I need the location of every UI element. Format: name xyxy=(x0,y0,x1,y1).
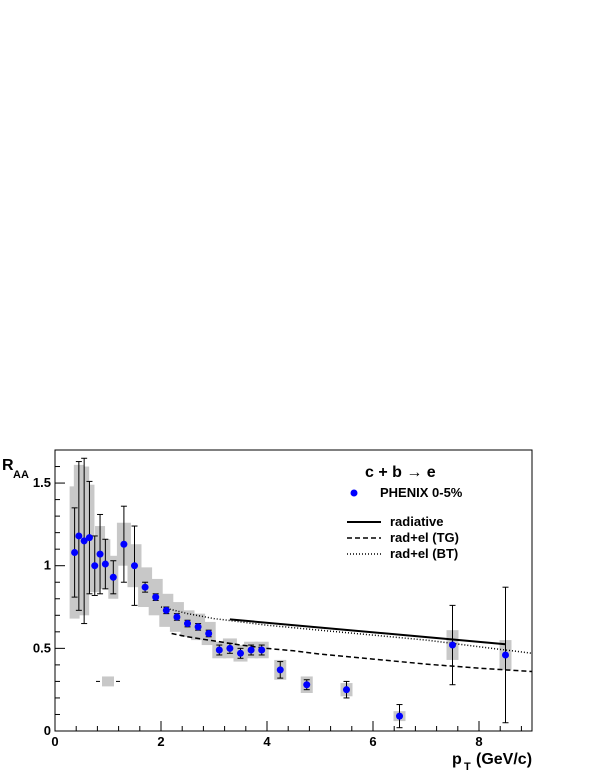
data-point xyxy=(91,562,99,570)
data-point xyxy=(75,532,83,540)
y-axis-label-subscript: AA xyxy=(13,469,29,481)
systematic-error-boxes xyxy=(69,464,512,722)
data-point xyxy=(258,646,266,654)
data-point xyxy=(303,681,311,689)
legend-marker-phenix xyxy=(350,489,358,497)
data-point xyxy=(215,646,223,654)
data-point xyxy=(85,534,93,542)
x-axis-label-subscript: T xyxy=(464,761,471,773)
x-axis-label-main: p xyxy=(452,751,462,768)
data-point xyxy=(247,646,255,654)
data-point xyxy=(109,573,117,581)
data-point xyxy=(80,537,88,545)
data-point xyxy=(226,644,234,652)
data-point xyxy=(205,629,213,637)
data-point xyxy=(449,641,456,649)
y-axis-label: R xyxy=(2,457,14,474)
data-point xyxy=(96,550,104,558)
data-point xyxy=(396,712,403,720)
data-point xyxy=(343,686,350,694)
y-tick-label: 1 xyxy=(44,558,51,573)
x-axis-label: p T (GeV/c) xyxy=(452,751,532,773)
x-tick-label: 6 xyxy=(369,734,376,749)
data-point xyxy=(194,623,202,631)
x-tick-label: 4 xyxy=(263,734,271,749)
data-point xyxy=(162,606,170,614)
legend-label-phenix: PHENIX 0-5% xyxy=(380,485,463,500)
data-point xyxy=(502,651,509,659)
x-axis-label-units: (GeV/c) xyxy=(476,751,532,768)
data-point xyxy=(71,548,79,556)
y-tick-label: 1.5 xyxy=(33,475,51,490)
x-tick-label: 0 xyxy=(51,734,58,749)
data-point xyxy=(120,540,128,548)
legend-label-bt: rad+el (BT) xyxy=(390,546,458,561)
data-point xyxy=(237,649,244,657)
data-point xyxy=(152,593,160,601)
curve-dashed xyxy=(171,632,533,673)
legend: c + b → e PHENIX 0-5% radiative rad+el (… xyxy=(347,464,463,561)
curve-solid xyxy=(229,618,506,646)
data-point xyxy=(184,620,191,628)
plot-frame xyxy=(54,449,533,732)
x-tick-label: 2 xyxy=(157,734,164,749)
axis-ticks: 0 2 4 6 8 0 0.5 1 1.5 xyxy=(33,449,522,749)
normalization-box xyxy=(102,676,114,687)
legend-title: c + b → e xyxy=(365,464,436,481)
y-tick-label: 0.5 xyxy=(33,640,51,655)
legend-label-tg: rad+el (TG) xyxy=(390,530,459,545)
legend-label-radiative: radiative xyxy=(390,514,443,529)
y-tick-label: 0 xyxy=(44,723,51,738)
data-point xyxy=(131,562,138,570)
data-point xyxy=(173,613,181,621)
model-curves xyxy=(160,606,533,673)
x-tick-label: 8 xyxy=(475,734,482,749)
data-point xyxy=(141,583,149,591)
data-point xyxy=(276,666,284,674)
data-points xyxy=(71,532,509,720)
data-point xyxy=(101,560,109,568)
